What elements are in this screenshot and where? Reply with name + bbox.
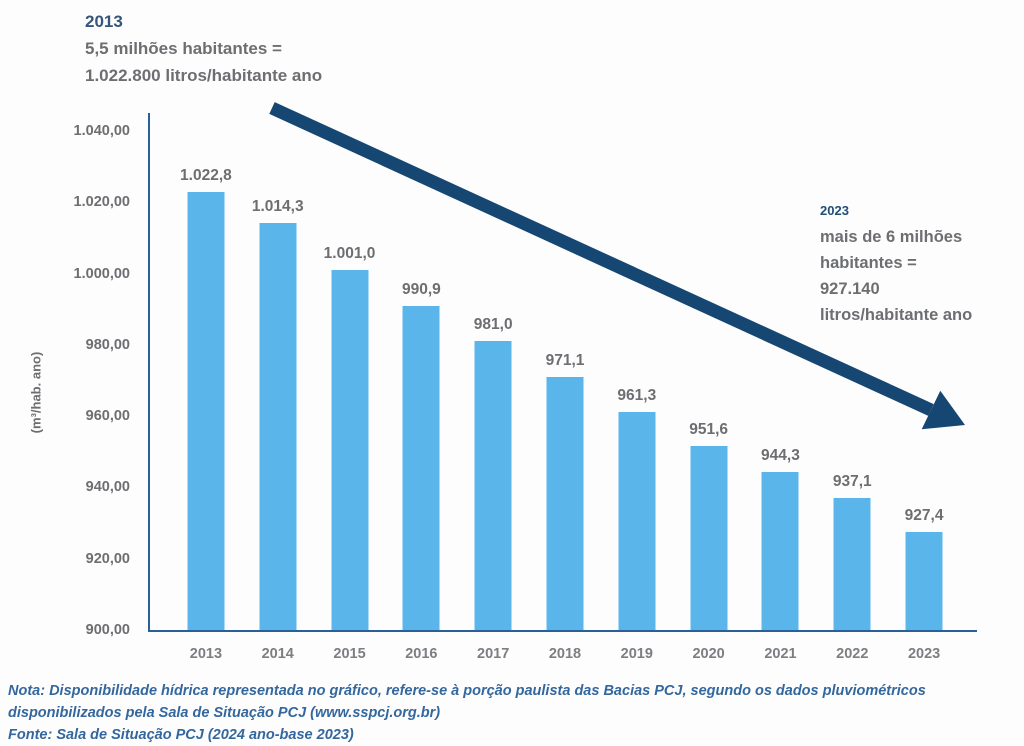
bar-value-label-2014: 1.014,3 xyxy=(251,197,304,215)
bar-2015 xyxy=(331,270,369,630)
annotation-2013-liters: 1.022.800 litros/habitante ano xyxy=(85,66,323,85)
x-tick-2022: 2022 xyxy=(836,646,869,662)
x-tick-2013: 2013 xyxy=(189,646,223,662)
plot-area: 1.022,8 1.014,3 1.001,0 990,9 981,0 971,1 961,… xyxy=(170,131,960,630)
bar-2019 xyxy=(618,411,656,630)
bar-2021 xyxy=(761,472,799,630)
x-tick-2023: 2023 xyxy=(907,646,941,662)
y-tick-940: 940,00 xyxy=(85,479,130,496)
bar-value-label-2021: 944,3 xyxy=(761,447,800,465)
x-tick-2020: 2020 xyxy=(692,646,725,662)
x-tick-2021: 2021 xyxy=(764,646,797,662)
x-tick-2018: 2018 xyxy=(548,646,582,662)
y-tick-920: 920,00 xyxy=(85,550,130,567)
bar-2018 xyxy=(546,376,584,630)
x-tick-2017: 2017 xyxy=(477,646,510,662)
y-tick-1000: 1.000,00 xyxy=(73,265,130,282)
bar-value-label-2017: 981,0 xyxy=(473,316,513,334)
bar-value-label-2023: 927,4 xyxy=(904,507,944,525)
x-tick-2015: 2015 xyxy=(333,646,366,662)
bar-2022 xyxy=(833,497,871,630)
annotation-2013: 2013 5,5 milhões habitantes = 1.022.800 … xyxy=(85,8,322,89)
bar-2016 xyxy=(402,306,440,630)
x-tick-2019: 2019 xyxy=(620,646,653,662)
bar-2013 xyxy=(187,192,225,630)
bar-value-label-2020: 951,6 xyxy=(689,421,729,439)
bar-value-label-2022: 937,1 xyxy=(832,472,872,490)
bar-2023 xyxy=(905,532,943,630)
annotation-2013-year: 2013 xyxy=(85,12,123,31)
note-line-2: disponibilizados pela Sala de Situação P… xyxy=(8,705,441,721)
note-line-1: Nota: Disponibilidade hídrica representa… xyxy=(8,683,926,699)
y-tick-1020: 1.020,00 xyxy=(73,194,130,211)
bar-2017 xyxy=(474,341,512,630)
y-axis-line xyxy=(148,113,150,632)
y-axis-ticks: 1.040,00 1.020,00 1.000,00 980,00 960,00 940,… xyxy=(40,123,140,638)
footer-notes: Nota: Disponibilidade hídrica representa… xyxy=(8,680,926,746)
annotation-2013-population: 5,5 milhões habitantes = xyxy=(85,39,282,58)
bar-value-label-2019: 961,3 xyxy=(617,386,657,404)
y-tick-900: 900,00 xyxy=(85,622,130,638)
bar-2014 xyxy=(259,222,297,630)
x-axis-labels: 2013 2014 2015 2016 2017 2018 2019 2020 2021 2022… xyxy=(170,646,960,670)
bar-value-label-2013: 1.022,8 xyxy=(180,167,232,185)
y-tick-980: 980,00 xyxy=(85,336,130,353)
bar-value-label-2018: 971,1 xyxy=(545,351,585,369)
source-line: Fonte: Sala de Situação PCJ (2024 ano-ba… xyxy=(8,727,354,743)
y-tick-960: 960,00 xyxy=(85,408,130,425)
bar-value-label-2016: 990,9 xyxy=(401,281,441,299)
x-tick-2016: 2016 xyxy=(405,646,438,662)
bar-value-label-2015: 1.001,0 xyxy=(323,245,376,263)
x-tick-2014: 2014 xyxy=(261,646,294,662)
x-axis-line xyxy=(148,630,977,632)
bar-2020 xyxy=(690,446,728,630)
y-tick-1040: 1.040,00 xyxy=(73,123,130,139)
